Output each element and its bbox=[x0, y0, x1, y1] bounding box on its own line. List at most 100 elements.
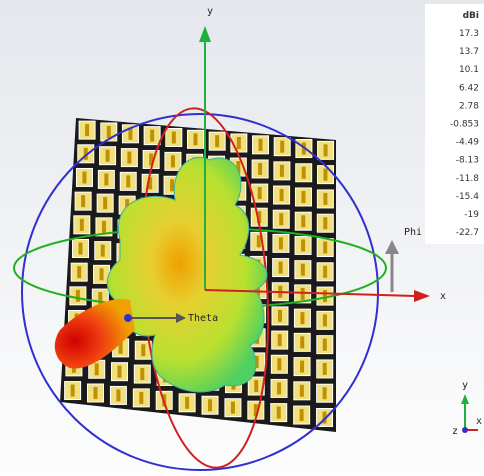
element-patch bbox=[148, 177, 153, 190]
legend-value: -0.853 bbox=[450, 120, 479, 130]
element-patch bbox=[299, 384, 304, 397]
legend-value: -11.8 bbox=[456, 174, 480, 184]
legend-value: -19 bbox=[464, 210, 479, 220]
element-patch bbox=[208, 399, 213, 412]
element-patch bbox=[279, 164, 284, 177]
legend-unit: dBi bbox=[463, 11, 479, 21]
element-patch bbox=[278, 237, 283, 250]
element-patch bbox=[100, 244, 105, 257]
element-patch bbox=[106, 125, 111, 138]
element-patch bbox=[258, 138, 263, 151]
element-patch bbox=[323, 265, 328, 278]
element-patch bbox=[323, 290, 328, 303]
element-patch bbox=[322, 411, 327, 424]
legend-value: -8.13 bbox=[456, 156, 479, 166]
element-patch bbox=[254, 380, 259, 393]
element-patch bbox=[170, 179, 175, 192]
element-patch bbox=[300, 263, 305, 276]
phi-label: Phi bbox=[404, 227, 422, 238]
triad-z bbox=[462, 427, 468, 433]
element-patch bbox=[118, 341, 123, 354]
origin bbox=[124, 314, 132, 322]
element-patch bbox=[322, 338, 327, 351]
theta-arrowhead bbox=[176, 313, 186, 323]
element-patch bbox=[139, 391, 144, 404]
element-patch bbox=[256, 235, 261, 248]
element-patch bbox=[300, 336, 305, 349]
element-patch bbox=[277, 358, 282, 371]
triad-y-head bbox=[461, 394, 469, 404]
element-patch bbox=[128, 127, 133, 140]
element-patch bbox=[230, 401, 235, 414]
element-patch bbox=[78, 242, 83, 255]
legend-value: 6.42 bbox=[459, 83, 479, 93]
element-patch bbox=[126, 175, 131, 188]
element-patch bbox=[141, 344, 146, 357]
element-patch bbox=[323, 144, 328, 157]
legend-value: -15.4 bbox=[456, 192, 480, 202]
element-patch bbox=[300, 360, 305, 373]
element-patch bbox=[323, 241, 328, 254]
element-patch bbox=[103, 197, 108, 210]
element-patch bbox=[301, 190, 306, 203]
element-patch bbox=[127, 151, 132, 164]
element-patch bbox=[301, 166, 306, 179]
element-patch bbox=[70, 384, 75, 397]
element-patch bbox=[257, 211, 262, 224]
element-patch bbox=[75, 289, 80, 302]
element-patch bbox=[322, 387, 327, 400]
element-patch bbox=[149, 153, 154, 166]
x-arrow bbox=[414, 290, 430, 302]
element-patch bbox=[322, 314, 327, 327]
element-patch bbox=[116, 389, 121, 402]
element-patch bbox=[193, 133, 198, 146]
element-patch bbox=[280, 140, 285, 153]
element-patch bbox=[323, 192, 328, 205]
element-patch bbox=[301, 239, 306, 252]
element-patch bbox=[185, 396, 190, 409]
element-patch bbox=[94, 363, 99, 376]
element-patch bbox=[300, 287, 305, 300]
triad-x-label: x bbox=[476, 416, 482, 427]
element-patch bbox=[253, 404, 258, 417]
phi-circle bbox=[21, 113, 379, 471]
element-patch bbox=[300, 312, 305, 325]
element-patch bbox=[101, 220, 106, 233]
element-patch bbox=[254, 355, 259, 368]
element-patch bbox=[104, 173, 109, 186]
element-patch bbox=[257, 187, 262, 200]
element-patch bbox=[98, 292, 103, 305]
x-axis-label: x bbox=[440, 291, 446, 302]
radiation-pattern bbox=[106, 156, 268, 393]
element-patch bbox=[171, 131, 176, 144]
element-patch bbox=[279, 189, 284, 202]
element-patch bbox=[258, 162, 263, 175]
y-arrow bbox=[199, 26, 211, 42]
main-lobe bbox=[54, 299, 135, 369]
element-patch bbox=[83, 147, 88, 160]
x-axis bbox=[204, 289, 416, 297]
y-axis-label: y bbox=[207, 6, 213, 17]
element-patch bbox=[276, 406, 281, 419]
triad-y-label: y bbox=[462, 380, 468, 391]
element-patch bbox=[170, 155, 175, 168]
element-patch bbox=[82, 171, 87, 184]
legend-panel bbox=[425, 4, 484, 244]
element-patch bbox=[299, 409, 304, 422]
element-patch bbox=[323, 168, 328, 181]
phi-arrowhead bbox=[385, 240, 399, 254]
element-patch bbox=[105, 149, 110, 162]
legend-values: 17.3 13.7 10.1 6.42 2.78 -0.853 -4.49 -8.13 -11.… bbox=[450, 29, 479, 238]
element-patch bbox=[301, 215, 306, 228]
element-patch bbox=[77, 266, 82, 279]
legend-value: 10.1 bbox=[459, 65, 479, 75]
legend-value: 13.7 bbox=[459, 47, 479, 57]
legend-value: -4.49 bbox=[456, 138, 480, 148]
legend-value: 2.78 bbox=[459, 101, 479, 111]
element-patch bbox=[99, 268, 104, 281]
element-patch bbox=[79, 218, 84, 231]
element-patch bbox=[278, 261, 283, 274]
element-patch bbox=[255, 283, 260, 296]
element-patch bbox=[150, 129, 155, 142]
